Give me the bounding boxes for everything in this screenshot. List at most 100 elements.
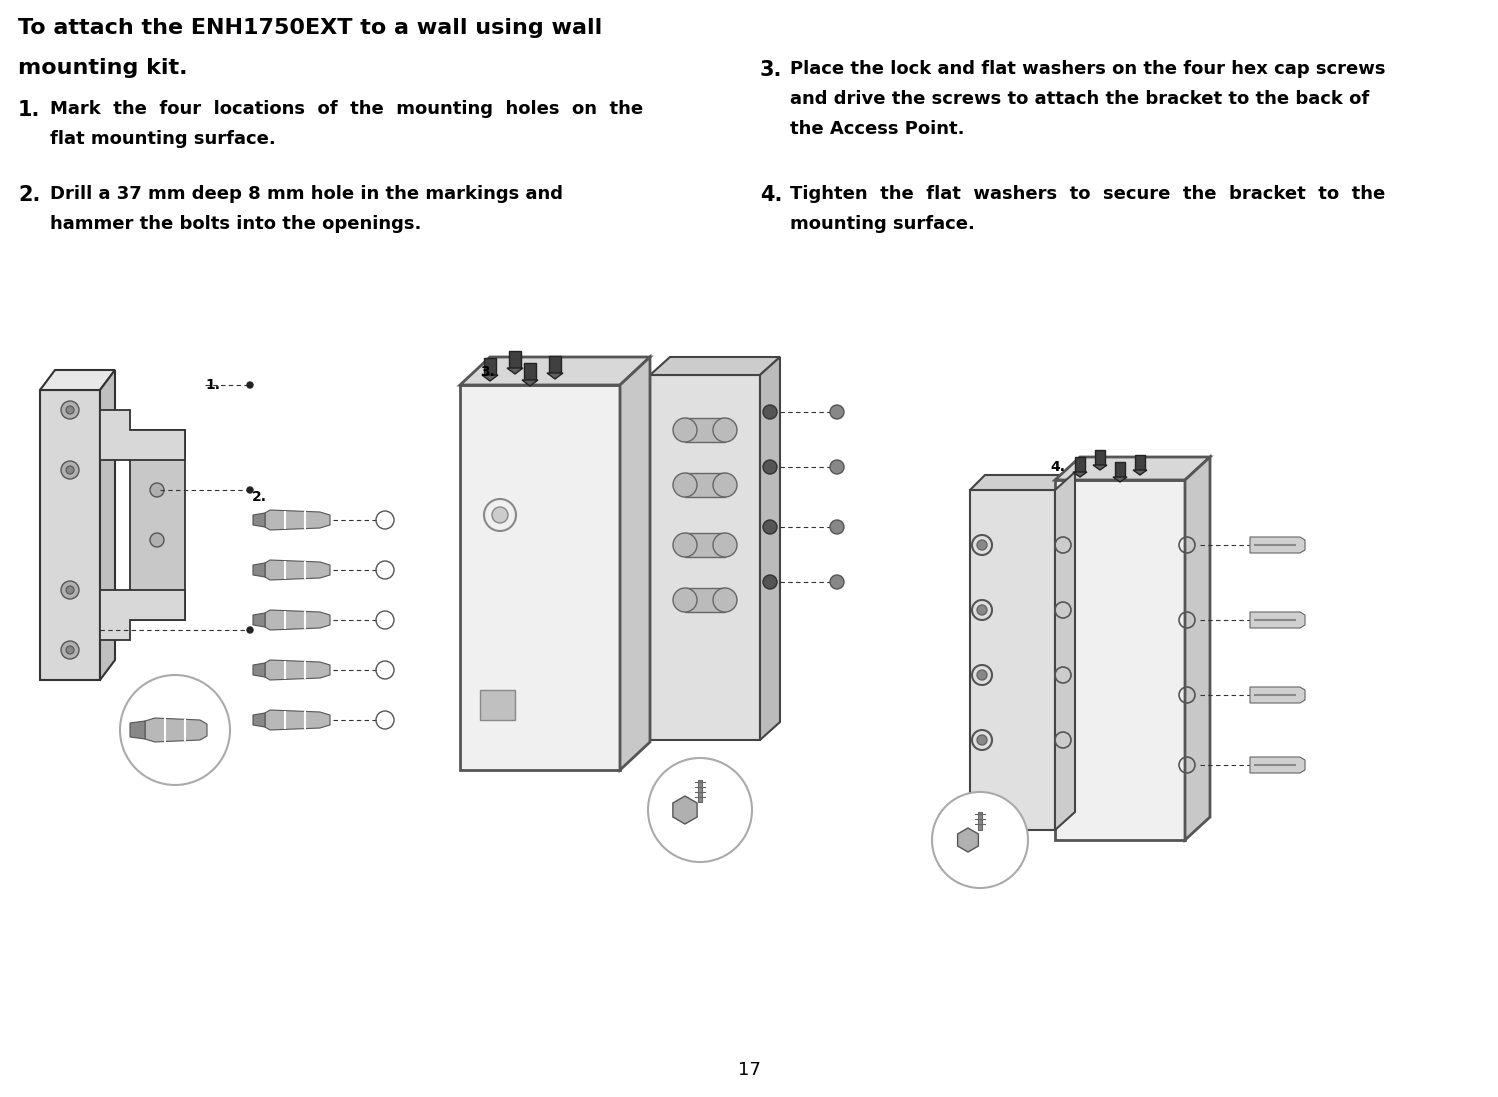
Circle shape bbox=[61, 641, 79, 659]
Polygon shape bbox=[1249, 757, 1305, 773]
Circle shape bbox=[673, 533, 697, 557]
Polygon shape bbox=[1073, 472, 1088, 477]
Polygon shape bbox=[145, 719, 207, 742]
Text: 3.: 3. bbox=[479, 365, 494, 378]
Circle shape bbox=[830, 460, 843, 474]
Circle shape bbox=[673, 588, 697, 612]
Polygon shape bbox=[253, 513, 265, 527]
Polygon shape bbox=[482, 375, 497, 381]
Polygon shape bbox=[265, 559, 330, 580]
Text: mounting surface.: mounting surface. bbox=[789, 215, 975, 233]
Text: 17: 17 bbox=[737, 1061, 761, 1079]
Circle shape bbox=[66, 586, 73, 593]
Text: flat mounting surface.: flat mounting surface. bbox=[49, 131, 276, 148]
Circle shape bbox=[673, 418, 697, 442]
Text: Place the lock and flat washers on the four hex cap screws: Place the lock and flat washers on the f… bbox=[789, 60, 1386, 78]
Polygon shape bbox=[460, 385, 620, 770]
Circle shape bbox=[673, 473, 697, 497]
Polygon shape bbox=[1249, 612, 1305, 627]
Polygon shape bbox=[506, 367, 523, 374]
Polygon shape bbox=[971, 475, 1070, 490]
Circle shape bbox=[150, 483, 163, 497]
Polygon shape bbox=[685, 588, 725, 612]
Text: Tighten  the  flat  washers  to  secure  the  bracket  to  the: Tighten the flat washers to secure the b… bbox=[789, 185, 1386, 203]
Polygon shape bbox=[698, 780, 703, 802]
Circle shape bbox=[247, 627, 253, 633]
Polygon shape bbox=[1055, 472, 1076, 830]
Polygon shape bbox=[100, 590, 184, 640]
Circle shape bbox=[713, 533, 737, 557]
Circle shape bbox=[830, 405, 843, 419]
Circle shape bbox=[762, 460, 777, 474]
Circle shape bbox=[66, 406, 73, 414]
Polygon shape bbox=[130, 430, 184, 620]
Circle shape bbox=[61, 402, 79, 419]
Polygon shape bbox=[479, 690, 515, 720]
Polygon shape bbox=[253, 613, 265, 627]
Polygon shape bbox=[1055, 480, 1185, 840]
Circle shape bbox=[762, 405, 777, 419]
Polygon shape bbox=[1113, 477, 1126, 482]
Text: 3.: 3. bbox=[759, 60, 782, 80]
Text: 2.: 2. bbox=[18, 185, 40, 205]
Circle shape bbox=[150, 533, 163, 547]
Polygon shape bbox=[265, 510, 330, 530]
Circle shape bbox=[649, 758, 752, 862]
Polygon shape bbox=[978, 812, 983, 830]
Polygon shape bbox=[130, 721, 145, 739]
Circle shape bbox=[830, 520, 843, 534]
Circle shape bbox=[120, 675, 231, 785]
Polygon shape bbox=[759, 357, 780, 740]
Text: 4.: 4. bbox=[759, 185, 782, 205]
Circle shape bbox=[66, 466, 73, 474]
Polygon shape bbox=[253, 663, 265, 677]
Text: Mark  the  four  locations  of  the  mounting  holes  on  the: Mark the four locations of the mounting … bbox=[49, 100, 643, 118]
Polygon shape bbox=[685, 533, 725, 557]
Text: 2.: 2. bbox=[252, 490, 267, 504]
Polygon shape bbox=[971, 490, 1055, 830]
Circle shape bbox=[247, 487, 253, 493]
Circle shape bbox=[977, 606, 987, 615]
Polygon shape bbox=[1185, 457, 1210, 840]
Polygon shape bbox=[40, 391, 100, 680]
Polygon shape bbox=[1249, 538, 1305, 553]
Polygon shape bbox=[265, 610, 330, 630]
Polygon shape bbox=[1094, 465, 1107, 470]
Circle shape bbox=[713, 588, 737, 612]
Polygon shape bbox=[40, 370, 115, 391]
Polygon shape bbox=[1115, 462, 1125, 477]
Polygon shape bbox=[524, 363, 536, 380]
Text: 1.: 1. bbox=[205, 378, 220, 392]
Polygon shape bbox=[1249, 687, 1305, 703]
Polygon shape bbox=[673, 796, 697, 824]
Polygon shape bbox=[521, 380, 538, 386]
Circle shape bbox=[713, 418, 737, 442]
Circle shape bbox=[977, 735, 987, 745]
Polygon shape bbox=[1135, 455, 1144, 470]
Text: 1.: 1. bbox=[18, 100, 40, 120]
Circle shape bbox=[830, 575, 843, 589]
Polygon shape bbox=[253, 563, 265, 577]
Text: hammer the bolts into the openings.: hammer the bolts into the openings. bbox=[49, 215, 421, 233]
Polygon shape bbox=[1095, 450, 1106, 465]
Text: the Access Point.: the Access Point. bbox=[789, 120, 965, 138]
Text: and drive the screws to attach the bracket to the back of: and drive the screws to attach the brack… bbox=[789, 90, 1369, 108]
Circle shape bbox=[61, 581, 79, 599]
Polygon shape bbox=[1076, 457, 1085, 472]
Text: 4.: 4. bbox=[1050, 460, 1065, 474]
Polygon shape bbox=[650, 357, 780, 375]
Polygon shape bbox=[548, 357, 560, 373]
Polygon shape bbox=[620, 357, 650, 770]
Circle shape bbox=[61, 461, 79, 479]
Circle shape bbox=[713, 473, 737, 497]
Polygon shape bbox=[685, 473, 725, 497]
Circle shape bbox=[491, 507, 508, 523]
Circle shape bbox=[977, 670, 987, 680]
Polygon shape bbox=[484, 358, 496, 375]
Polygon shape bbox=[460, 357, 650, 385]
Polygon shape bbox=[547, 373, 563, 378]
Polygon shape bbox=[100, 370, 115, 680]
Polygon shape bbox=[265, 710, 330, 730]
Circle shape bbox=[932, 792, 1028, 887]
Text: Drill a 37 mm deep 8 mm hole in the markings and: Drill a 37 mm deep 8 mm hole in the mark… bbox=[49, 185, 563, 203]
